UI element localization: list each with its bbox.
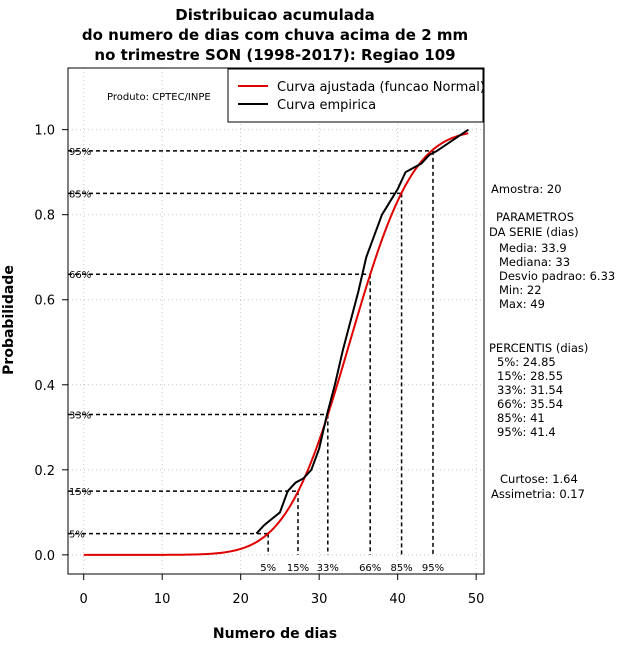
kurtosis: Curtose: 1.64	[500, 472, 578, 486]
legend: Curva ajustada (funcao Normal) Curva emp…	[227, 68, 485, 123]
empirical-curve	[255, 128, 469, 535]
legend-label-empirical: Curva empirica	[277, 98, 376, 113]
percentile-label-left-3: 66%	[69, 270, 91, 281]
producer-label: Produto: CPTEC/INPE	[107, 92, 211, 103]
legend-box	[227, 68, 484, 123]
skewness: Assimetria: 0.17	[491, 487, 585, 501]
percentile-label-bottom-3: 66%	[359, 563, 381, 574]
fitted-normal-curve	[83, 132, 469, 556]
y-tick-label-4: 0.8	[34, 209, 55, 224]
param-mean: Media: 33.9	[499, 241, 567, 255]
params-title: PARAMETROS	[496, 210, 574, 224]
x-tick-label-5: 50	[468, 592, 485, 607]
chart-title-line-3: no trimestre SON (1998-2017): Regiao 109	[94, 46, 455, 64]
param-stddev: Desvio padrao: 6.33	[499, 269, 615, 283]
legend-label-fitted: Curva ajustada (funcao Normal)	[277, 80, 485, 95]
percentile-label-left-2: 33%	[69, 411, 91, 422]
chart-title-line-2: do numero de dias com chuva acima de 2 m…	[82, 26, 468, 44]
x-tick-label-0: 0	[80, 592, 88, 607]
percentile-label-left-1: 15%	[69, 487, 91, 498]
param-min: Min: 22	[499, 283, 542, 297]
x-tick-label-3: 30	[311, 592, 328, 607]
y-tick-label-5: 1.0	[34, 124, 55, 139]
percentil-33: 33%: 31.54	[497, 383, 563, 397]
percentil-66: 66%: 35.54	[497, 397, 563, 411]
sample-size: Amostra: 20	[491, 182, 562, 196]
percentile-label-left-4: 85%	[69, 189, 91, 200]
percentile-label-left-5: 95%	[69, 147, 91, 158]
x-tick-label-1: 10	[154, 592, 171, 607]
percentis-title: PERCENTIS (dias)	[489, 341, 588, 355]
statistics-panel: Amostra: 20 PARAMETROS DA SERIE (dias) M…	[489, 182, 615, 501]
param-median: Mediana: 33	[499, 255, 570, 269]
percentile-label-left-0: 5%	[69, 530, 85, 541]
chart-title-line-1: Distribuicao acumulada	[175, 6, 374, 24]
percentil-5: 5%: 24.85	[497, 355, 556, 369]
plot-frame	[67, 67, 485, 575]
params-subtitle: DA SERIE (dias)	[489, 225, 579, 239]
y-tick-label-3: 0.6	[34, 294, 55, 309]
percentil-85: 85%: 41	[497, 411, 545, 425]
x-axis-label: Numero de dias	[213, 626, 337, 642]
percentil-95: 95%: 41.4	[497, 425, 556, 439]
series-layer	[83, 128, 469, 556]
percentil-15: 15%: 28.55	[497, 369, 563, 383]
percentile-label-bottom-1: 15%	[287, 563, 309, 574]
percentile-label-bottom-4: 85%	[390, 563, 412, 574]
param-max: Max: 49	[499, 297, 545, 311]
percentile-guide-layer: 5% 5% 15% 15% 33% 33% 66% 66% 85% 85% 95% 95%	[68, 147, 444, 574]
percentile-label-bottom-5: 95%	[422, 563, 444, 574]
y-tick-label-2: 0.4	[34, 379, 55, 394]
x-tick-label-2: 20	[232, 592, 249, 607]
y-axis-label: Probabilidade	[1, 265, 17, 375]
percentile-label-bottom-2: 33%	[317, 563, 339, 574]
y-tick-label-1: 0.2	[34, 464, 55, 479]
axis-layer: 0 10 20 30 40 50 0.0 0.2 0.4 0.6 0.8 1.0	[34, 124, 484, 607]
x-tick-label-4: 40	[389, 592, 406, 607]
grid-layer	[68, 68, 484, 574]
y-tick-label-0: 0.0	[34, 549, 55, 564]
percentile-label-bottom-0: 5%	[260, 563, 276, 574]
